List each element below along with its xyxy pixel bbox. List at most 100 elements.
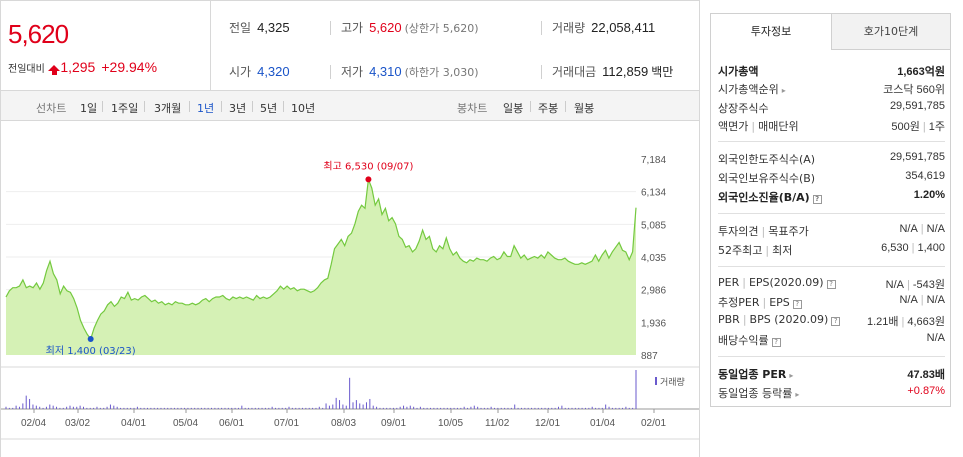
- candle-weekly[interactable]: 주봉: [538, 102, 559, 115]
- row-sector-rate[interactable]: 동일업종 등락률 ▸ +0.87%: [718, 385, 945, 403]
- x-tick-label: 05/04: [173, 418, 198, 429]
- y-tick-label: 7,184: [641, 155, 666, 166]
- row-label-text: 동일업종 PER: [718, 368, 787, 381]
- row-value: 1,663억원: [897, 66, 945, 78]
- candle-monthly[interactable]: 월봉: [574, 102, 595, 115]
- row-pbr-bps: PBR | BPS (2020.09)? 1.21배 | 4,663원: [718, 313, 945, 331]
- row-label-text: EPS(2020.09): [748, 276, 824, 289]
- row-value: 354,619: [905, 170, 945, 182]
- help-icon[interactable]: ?: [826, 280, 836, 289]
- row-value: N/A: [926, 332, 945, 344]
- divider: [252, 101, 253, 112]
- row-value: 29,591,785: [889, 100, 945, 112]
- candle-daily[interactable]: 일봉: [503, 102, 524, 115]
- row-value: +0.87%: [907, 385, 945, 397]
- period-1w[interactable]: 1주일: [111, 102, 139, 115]
- period-1y[interactable]: 1년: [197, 102, 215, 115]
- row-label-text: 액면가: [718, 120, 749, 133]
- row-value-text: N/A: [885, 279, 904, 291]
- row-value-text: 1.21배: [866, 316, 899, 328]
- divider: [718, 266, 945, 267]
- row-label: 투자의견 | 목표주가: [718, 223, 809, 239]
- tab-order-book[interactable]: 호가10단계: [831, 14, 950, 50]
- x-tick-label: 08/03: [331, 418, 356, 429]
- x-tick-label: 07/01: [274, 418, 299, 429]
- row-label: 외국인소진율(B/A)?: [718, 189, 822, 205]
- row-label: PBR | BPS (2020.09)?: [718, 313, 841, 326]
- quote-stats: 전일 4,325 고가 5,620 (상한가 5,620) 거래량 22,058,411…: [210, 0, 700, 91]
- row-value: 코스닥 560위: [883, 84, 945, 96]
- pipe: |: [920, 294, 924, 306]
- divider: [144, 101, 145, 112]
- row-value-text: 1,400: [917, 242, 945, 254]
- pipe: |: [911, 242, 915, 254]
- caret-right-icon: ▸: [795, 390, 800, 399]
- volume-legend-label: 거래량: [660, 376, 685, 388]
- row-dividend: 배당수익률? N/A: [718, 332, 945, 350]
- divider: [330, 65, 331, 79]
- row-label-text: BPS (2020.09): [749, 313, 829, 326]
- period-1d[interactable]: 1일: [80, 102, 98, 115]
- help-icon[interactable]: ?: [812, 195, 822, 204]
- divider: [541, 65, 542, 79]
- pipe: |: [742, 276, 746, 289]
- stat-value: 4,310: [369, 64, 402, 79]
- help-icon[interactable]: ?: [792, 300, 802, 309]
- x-tick-label: 11/02: [485, 418, 510, 429]
- pipe: |: [901, 316, 905, 328]
- row-value: 6,530 | 1,400: [881, 242, 945, 254]
- price-chart[interactable]: 7,184 6,134 5,085 4,035 2,986 1,936 887 최고 6,53…: [0, 121, 700, 457]
- stat-note: (상한가 5,620): [404, 22, 479, 35]
- pipe: |: [922, 121, 926, 133]
- line-chart-label: 선차트: [36, 102, 67, 115]
- row-label: 시가총액: [718, 65, 759, 78]
- candle-chart-label: 봉차트: [457, 102, 488, 115]
- row-value: 1.20%: [913, 189, 945, 201]
- row-label: 동일업종 등락률 ▸: [718, 385, 799, 401]
- y-tick-label: 887: [641, 351, 658, 362]
- row-foreign-limit: 외국인한도주식수(A) 29,591,785: [718, 151, 945, 169]
- stat-unit: 백만: [651, 65, 674, 79]
- row-value-text: 1주: [928, 121, 945, 133]
- period-3m[interactable]: 3개월: [154, 102, 182, 115]
- row-value-text: 500원: [891, 121, 920, 133]
- row-label: 배당수익률?: [718, 332, 781, 348]
- row-face-value: 액면가 | 매매단위 500원 | 1주: [718, 118, 945, 136]
- divider: [102, 101, 103, 112]
- row-shares: 상장주식수 29,591,785: [718, 100, 945, 118]
- row-label-text: 추정PER: [718, 296, 760, 309]
- period-10y[interactable]: 10년: [291, 102, 316, 115]
- row-label-text: 동일업종 등락률: [718, 387, 793, 400]
- pipe: |: [742, 313, 747, 326]
- row-label-text: 목표주가: [768, 225, 809, 238]
- divider: [189, 101, 190, 112]
- period-5y[interactable]: 5년: [260, 102, 278, 115]
- pipe: |: [907, 279, 910, 291]
- row-value-text: N/A: [899, 223, 918, 235]
- row-value: N/A | -543원: [886, 276, 945, 292]
- row-value: N/A | N/A: [899, 223, 945, 235]
- row-label-text: 외국인소진율(B/A): [718, 191, 810, 204]
- row-label: 상장주식수: [718, 102, 769, 115]
- stat-volume: 거래량 22,058,411: [552, 19, 655, 36]
- help-icon[interactable]: ?: [831, 317, 841, 326]
- stat-open: 시가 4,320: [229, 63, 290, 80]
- stat-value: 112,859: [602, 64, 649, 79]
- row-value-text: 4,663원: [907, 316, 945, 328]
- row-value: N/A | N/A: [899, 294, 945, 306]
- y-tick-label: 5,085: [641, 220, 666, 231]
- help-icon[interactable]: ?: [771, 338, 781, 347]
- stat-label: 거래량: [552, 21, 586, 35]
- price-line: [5, 179, 637, 341]
- row-market-rank: 시가총액순위 ▸ 코스닥 560위: [718, 81, 945, 99]
- y-tick-label: 2,986: [641, 286, 666, 297]
- row-value-text: N/A: [926, 223, 945, 235]
- low-marker: [87, 336, 94, 343]
- tab-investment-info[interactable]: 투자정보: [711, 14, 831, 50]
- row-sector-per[interactable]: 동일업종 PER ▸ 47.83배: [718, 366, 945, 384]
- divider: [565, 101, 566, 112]
- period-3y[interactable]: 3년: [229, 102, 247, 115]
- row-label: 시가총액순위 ▸: [718, 81, 786, 97]
- divider: [221, 101, 222, 112]
- divider: [330, 21, 331, 35]
